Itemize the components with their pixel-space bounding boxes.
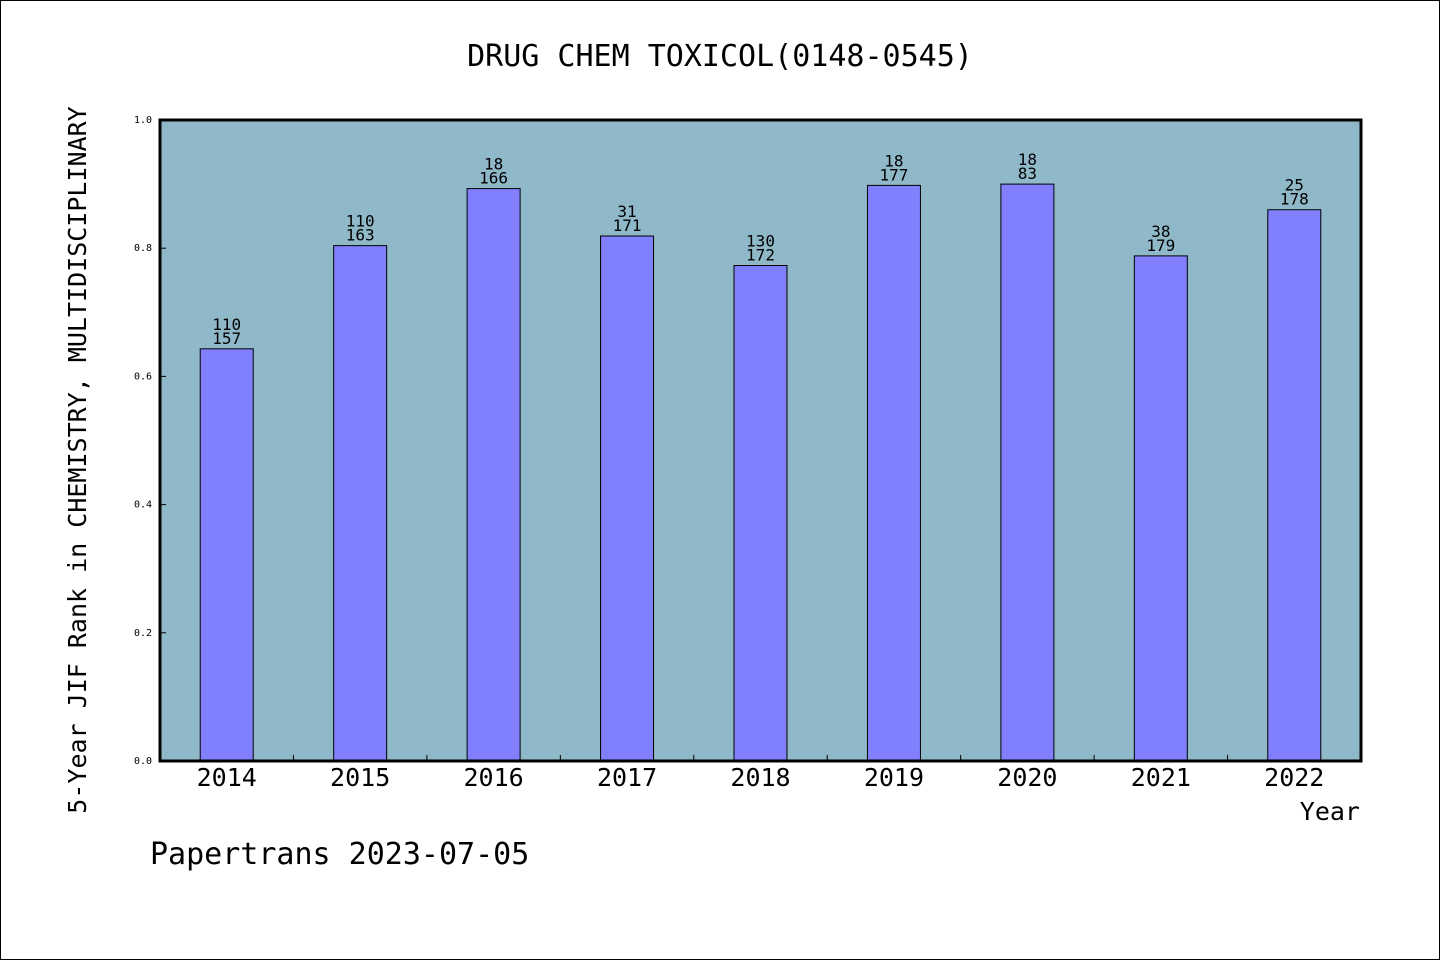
x-tick-label: 2022 [1264, 763, 1324, 792]
y-tick-label: 0.0 [134, 756, 152, 767]
bar-rank-label: 25 [1285, 176, 1304, 195]
x-tick-label: 2020 [997, 763, 1057, 792]
bar-total-label: 166 [479, 169, 508, 188]
bar-2016 [466, 188, 521, 762]
y-tick-label: 0.8 [134, 243, 152, 254]
x-tick-label: 2016 [464, 763, 524, 792]
bar-total-label: 179 [1146, 236, 1175, 255]
x-tick-label: 2017 [597, 763, 657, 792]
bar-total-label: 157 [212, 329, 241, 348]
x-tick-label: 2021 [1131, 763, 1191, 792]
x-axis-label: Year [1300, 797, 1360, 826]
bar-rank-label: 130 [746, 232, 775, 251]
bar-rank-label: 38 [1151, 222, 1170, 241]
y-tick-label: 0.6 [134, 371, 152, 382]
bar-2017 [600, 235, 655, 762]
x-tick-label: 2019 [864, 763, 924, 792]
bar-rank-label: 18 [884, 151, 903, 170]
bar-2015 [333, 245, 388, 762]
bar-total-label: 178 [1280, 190, 1309, 209]
plot-border [158, 118, 1363, 763]
bars-group [199, 183, 1322, 762]
x-tick-label: 2015 [330, 763, 390, 792]
bar-rank-label: 31 [617, 202, 636, 221]
bar-2019 [866, 184, 921, 762]
x-axis-ticks: 2014 2015 2016 2017 2018 2019 2020 2021 2022 [197, 755, 1324, 792]
bar-labels-group: 1101571101631816631171130172181771883381… [212, 150, 1308, 348]
bar-total-label: 171 [613, 216, 642, 235]
bar-2022 [1267, 209, 1322, 762]
bar-total-label: 177 [879, 165, 908, 184]
bar-total-label: 83 [1018, 164, 1037, 183]
bar-2021 [1133, 255, 1188, 762]
bar-2018 [733, 265, 788, 762]
bar-rank-label: 18 [1018, 150, 1037, 169]
x-tick-label: 2018 [730, 763, 790, 792]
y-tick-label: 0.2 [134, 628, 152, 639]
y-axis-label: 5-Year JIF Rank in CHEMISTRY, MULTIDISCI… [63, 106, 92, 813]
bar-rank-label: 18 [484, 155, 503, 174]
bar-2014 [199, 348, 254, 762]
bar-rank-label: 110 [212, 315, 241, 334]
x-tick-label: 2014 [197, 763, 257, 792]
bar-total-label: 172 [746, 246, 775, 265]
y-tick-label: 0.4 [134, 500, 152, 511]
bar-total-label: 163 [346, 226, 375, 245]
y-tick-label: 1.0 [134, 115, 152, 126]
bar-rank-label: 110 [346, 212, 375, 231]
bar-2020 [1000, 183, 1055, 762]
watermark-text: Papertrans 2023-07-05 [150, 837, 529, 872]
chart-title: DRUG CHEM TOXICOL(0148-0545) [467, 39, 973, 74]
